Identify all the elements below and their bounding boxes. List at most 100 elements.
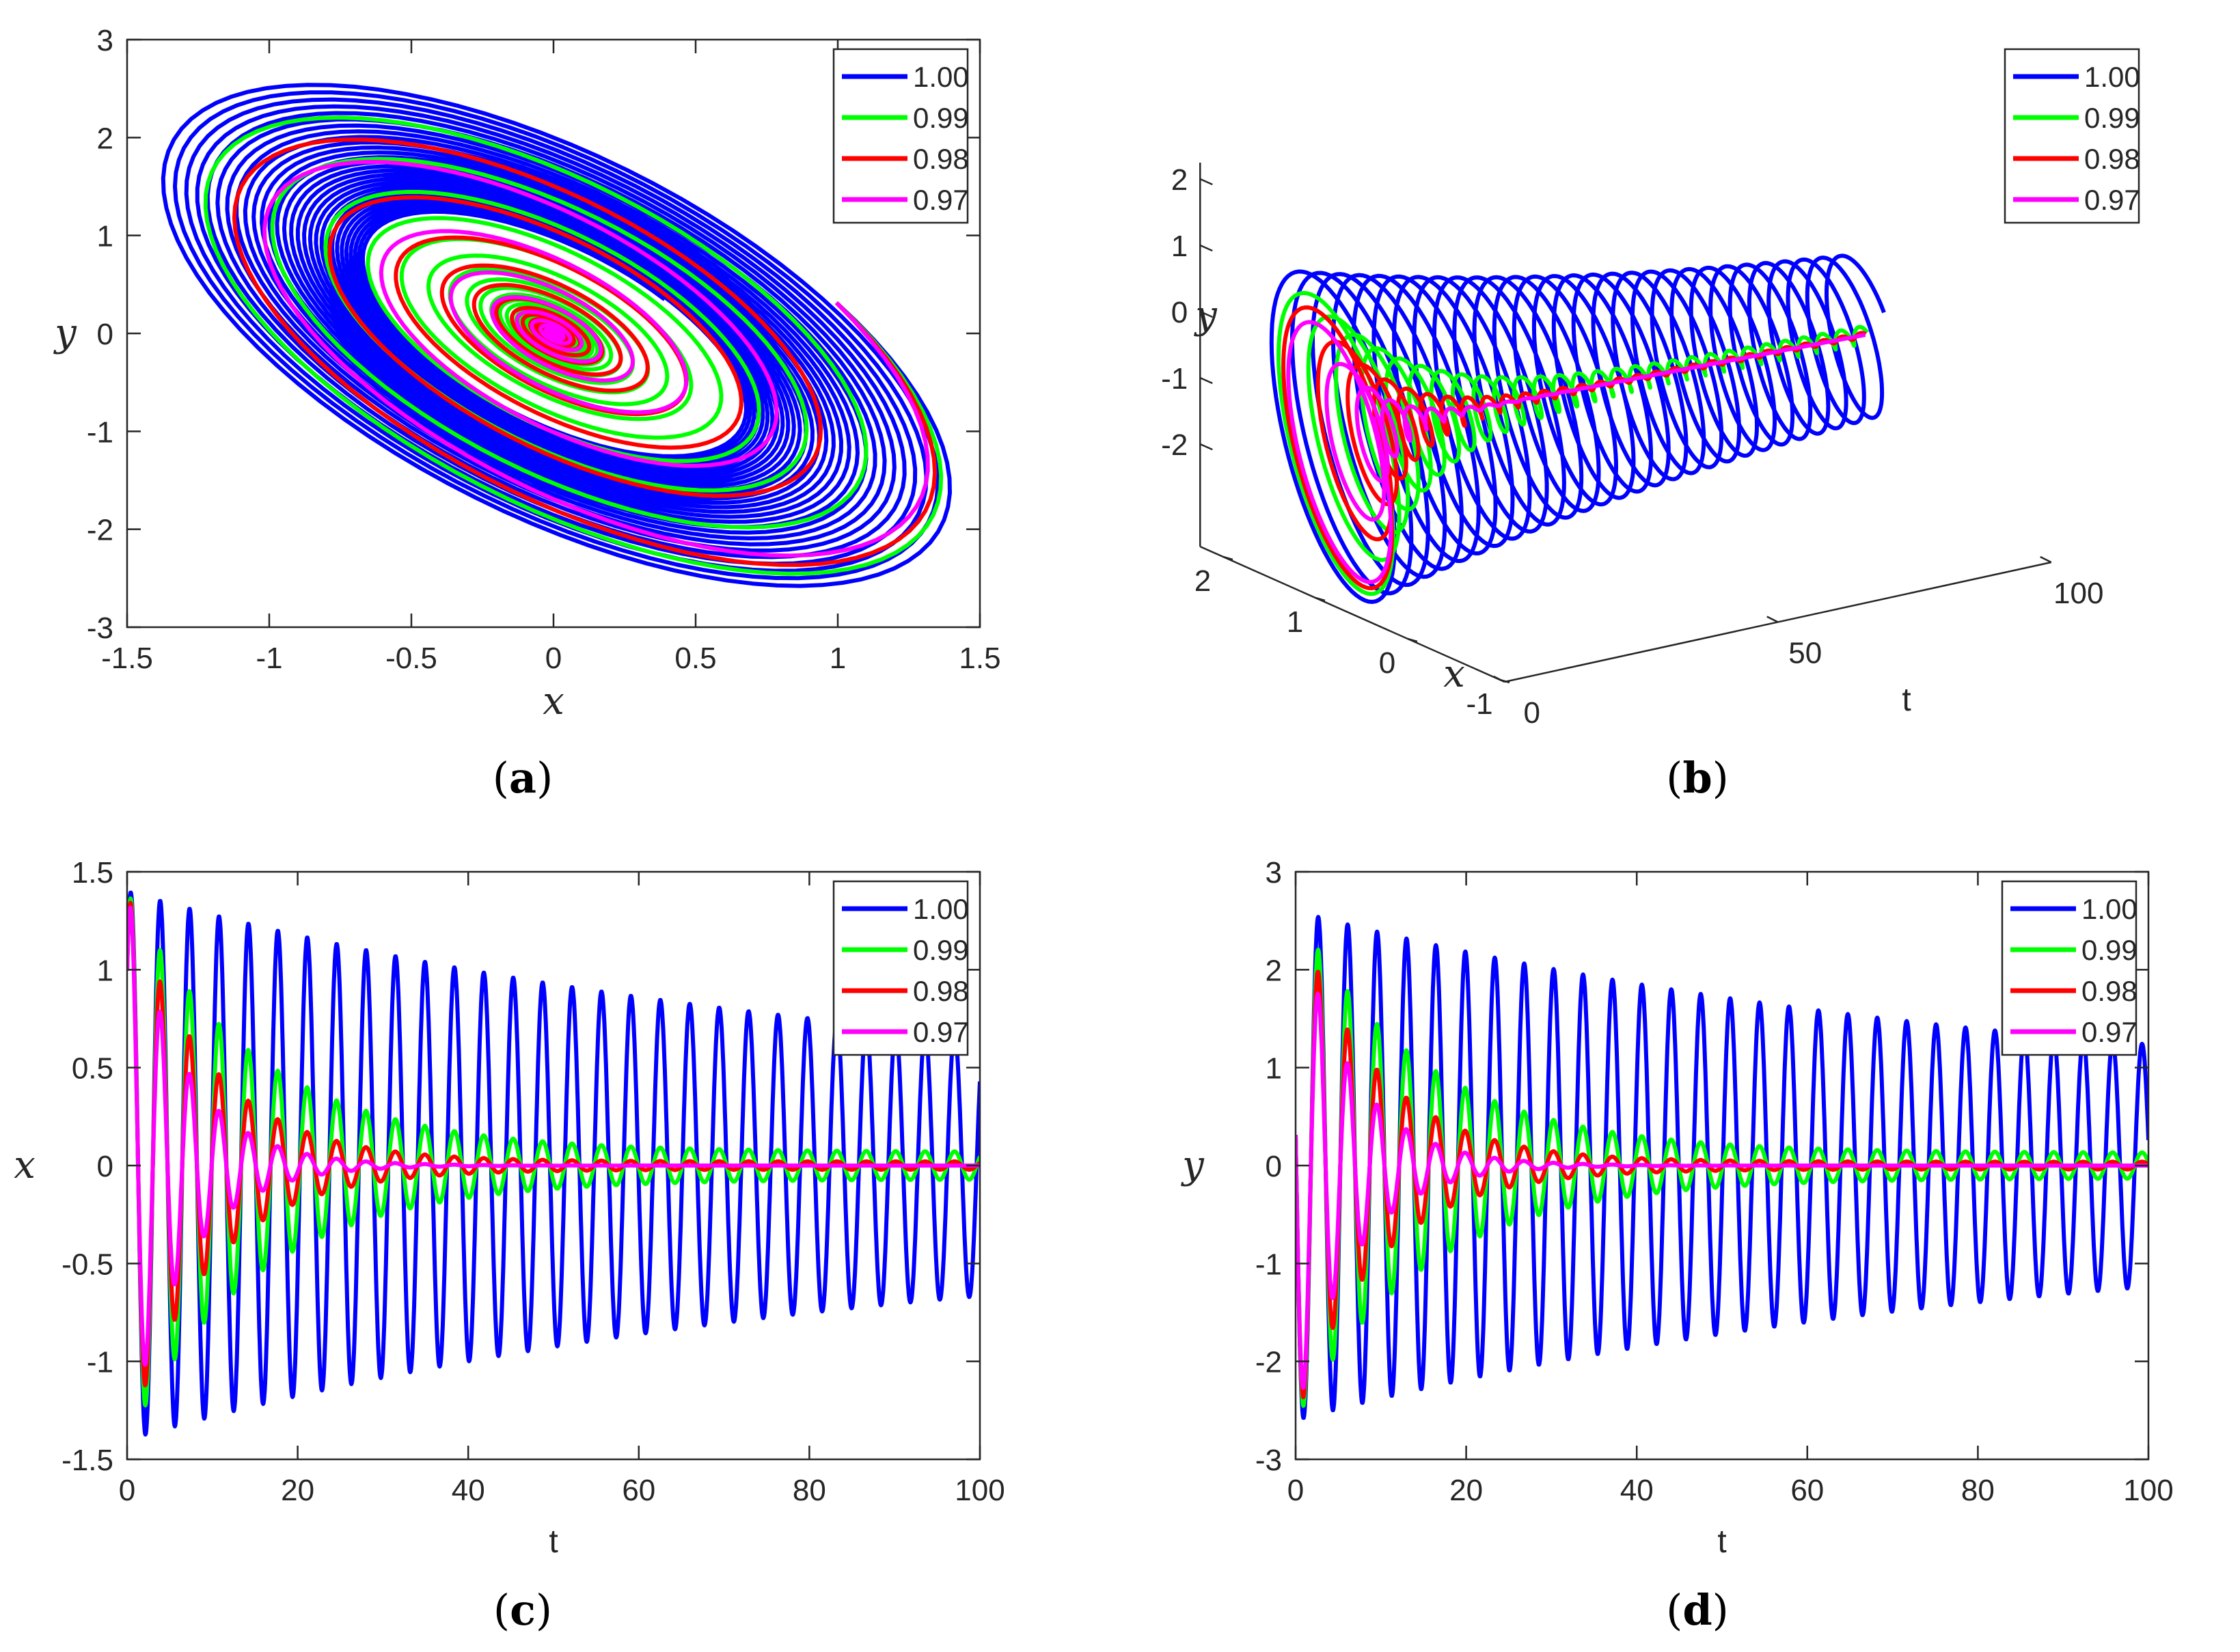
panel-b-caption-close: ) xyxy=(1712,753,1729,803)
panel-b-legend-label: 1.00 xyxy=(2084,61,2140,93)
panel-b-ztick xyxy=(1199,310,1213,318)
panel-b-ttick-label: 0 xyxy=(1524,696,1540,730)
panel-c-series-0.97 xyxy=(127,905,980,1367)
panel-b-ttick xyxy=(1493,675,1505,683)
panel-b-ztick xyxy=(1199,244,1213,252)
panel-d-ytick-label: 1 xyxy=(1266,1052,1282,1086)
panel-c-ytick-label: 0 xyxy=(97,1150,113,1183)
panel-b-ztick xyxy=(1199,376,1213,385)
panel-b-legend-label: 0.99 xyxy=(2084,102,2140,134)
panel-c: 0 20 40 60 80 100 -1.5 -1 -0.5 0 0.5 1 1.5 1.00 0.99 0.… xyxy=(14,856,1005,1635)
panel-a-ytick-label: 1 xyxy=(97,220,113,253)
panel-c-caption-letter: c xyxy=(510,1585,536,1635)
panel-b-xtick-label: -1 xyxy=(1466,687,1492,721)
panel-b-ttick-label: 100 xyxy=(2053,577,2103,610)
panel-d-caption-letter: d xyxy=(1682,1585,1712,1635)
panel-d-lines xyxy=(1296,915,2148,1420)
panel-a-lines xyxy=(161,83,952,588)
panel-a-series-0.97 xyxy=(262,159,930,558)
panel-b-legend-label: 0.98 xyxy=(2084,143,2140,175)
panel-d-caption-open: ( xyxy=(1666,1585,1682,1635)
panel-c-legend-label: 1.00 xyxy=(913,893,969,925)
panel-d-caption: (d) xyxy=(1666,1585,1729,1635)
panel-a-legend-label: 0.99 xyxy=(913,102,969,134)
panel-d-caption-close: ) xyxy=(1712,1585,1729,1635)
panel-b-series-1.00 xyxy=(1269,253,1886,604)
panel-b-ztick-label: 0 xyxy=(1171,296,1188,329)
panel-b-ztick-label: 2 xyxy=(1171,163,1188,197)
panel-c-xtick-label: 40 xyxy=(452,1474,485,1507)
panel-b-tlabel: t xyxy=(1902,682,1911,718)
panel-a-xtick-label: -1.5 xyxy=(101,642,153,675)
panel-a-xlabel: x xyxy=(543,679,564,724)
panel-b: -1 0 1 2 0 50 100 -2 -1 0 1 2 1.00 0.99 0.98 0.97 x t y (b) xyxy=(1161,48,2140,803)
panel-b-xlabel: x xyxy=(1443,652,1465,696)
panel-d-xtick-label: 40 xyxy=(1620,1474,1654,1507)
panel-b-ztick-label: -2 xyxy=(1161,428,1188,462)
panel-a-caption: (a) xyxy=(493,753,554,803)
panel-a-legend-label: 0.98 xyxy=(913,143,969,175)
panel-c-caption: (c) xyxy=(493,1585,552,1635)
panel-d-xtick-label: 0 xyxy=(1287,1474,1304,1507)
panel-a-ytick-label: -3 xyxy=(87,611,113,645)
panel-c-xtick-label: 100 xyxy=(955,1474,1005,1507)
panel-d-xtick-label: 20 xyxy=(1449,1474,1483,1507)
panel-a-xtick-label: 1 xyxy=(830,642,846,675)
panel-b-xtick-label: 2 xyxy=(1194,564,1211,598)
panel-d-legend-label: 0.97 xyxy=(2081,1016,2137,1048)
panel-b-legend-label: 0.97 xyxy=(2084,184,2140,216)
panel-a-xtick-label: -1 xyxy=(256,642,282,675)
panel-c-ytick-label: -0.5 xyxy=(62,1248,113,1281)
panel-a-legend-label: 0.97 xyxy=(913,184,969,216)
panel-c-ytick-label: 1.5 xyxy=(72,856,113,890)
panel-a-xtick-label: 1.5 xyxy=(959,642,1000,675)
panel-b-xtick-label: 1 xyxy=(1287,605,1303,639)
panel-b-ttick xyxy=(2040,555,2052,564)
panel-b-ztick-label: 1 xyxy=(1171,230,1188,263)
panel-c-legend-label: 0.99 xyxy=(913,934,969,966)
panel-c-xtick-label: 20 xyxy=(281,1474,314,1507)
panel-c-legend-label: 0.97 xyxy=(913,1016,969,1048)
panel-c-ytick-label: -1 xyxy=(87,1346,113,1379)
panel-a-ytick-label: 3 xyxy=(97,24,113,57)
panel-a-ytick-label: -2 xyxy=(87,514,113,547)
panel-b-x-axis xyxy=(1199,545,1505,683)
panel-d-ytick-label: 3 xyxy=(1266,856,1282,890)
panel-b-ttick xyxy=(1766,616,1779,623)
panel-d: 0 20 40 60 80 100 -3 -2 -1 0 1 2 3 1.00 0.99 0.98 0.97 t y… xyxy=(1180,856,2174,1635)
panel-b-zlabel: y xyxy=(1193,293,1218,338)
panel-b-xtick-label: 0 xyxy=(1379,646,1395,680)
panel-b-caption-letter: b xyxy=(1682,753,1712,803)
panel-a-xtick-label: 0 xyxy=(545,642,562,675)
panel-a-ytick-label: 0 xyxy=(97,318,113,351)
panel-b-ttick-label: 50 xyxy=(1788,637,1822,670)
panel-d-ytick-label: -3 xyxy=(1255,1444,1282,1477)
panel-a-caption-close: ) xyxy=(536,753,553,803)
panel-c-xtick-label: 60 xyxy=(622,1474,655,1507)
panel-d-ytick-label: 2 xyxy=(1266,954,1282,987)
panel-d-legend-label: 0.98 xyxy=(2081,975,2137,1007)
panel-d-legend-label: 1.00 xyxy=(2081,893,2137,925)
panel-a-legend-label: 1.00 xyxy=(913,61,969,93)
panel-d-series-0.97 xyxy=(1296,991,2148,1390)
panel-d-ylabel: y xyxy=(1180,1143,1205,1187)
panel-b-xtick xyxy=(1315,596,1326,602)
panel-b-series-0.99 xyxy=(1276,290,1869,596)
panel-a-caption-open: ( xyxy=(493,753,509,803)
panel-d-ytick-label: -2 xyxy=(1255,1346,1282,1379)
panel-b-series-0.97 xyxy=(1286,320,1868,584)
panel-a-ytick-label: 2 xyxy=(97,122,113,155)
panel-c-caption-close: ) xyxy=(536,1585,552,1635)
panel-b-xtick xyxy=(1223,555,1233,561)
panel-b-lines xyxy=(1269,253,1886,604)
panel-a-series-1.00 xyxy=(161,83,952,588)
panel-d-legend-label: 0.99 xyxy=(2081,934,2137,966)
panel-c-ytick-label: -1.5 xyxy=(62,1444,113,1477)
panel-a-ytick-label: -1 xyxy=(87,415,113,449)
panel-b-ztick xyxy=(1199,178,1213,186)
panel-a-xtick-label: 0.5 xyxy=(674,642,716,675)
panel-b-xtick xyxy=(1407,637,1418,643)
panel-d-xtick-label: 80 xyxy=(1961,1474,1995,1507)
panel-b-ztick xyxy=(1199,443,1213,451)
